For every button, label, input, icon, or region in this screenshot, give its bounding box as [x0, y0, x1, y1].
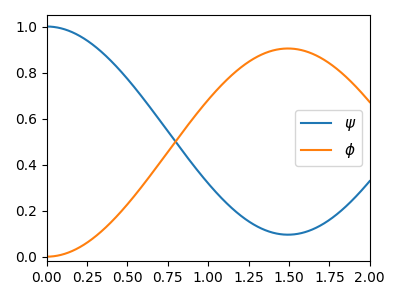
$\psi$: [358, 190, 363, 194]
Legend: $\psi$, $\phi$: $\psi$, $\phi$: [295, 110, 362, 166]
$\phi$: [193, 114, 198, 117]
$\phi$: [201, 103, 206, 107]
Line: $\phi$: $\phi$: [47, 49, 370, 257]
$\psi$: [201, 176, 206, 180]
$\phi$: [367, 100, 372, 104]
$\phi$: [299, 48, 304, 52]
$\psi$: [61, 27, 66, 31]
$\psi$: [193, 166, 198, 169]
$\psi$: [358, 190, 363, 194]
$\phi$: [358, 90, 363, 93]
$\phi$: [286, 47, 290, 50]
$\psi$: [286, 233, 290, 236]
$\phi$: [61, 253, 66, 256]
$\phi$: [44, 255, 49, 259]
Line: $\psi$: $\psi$: [47, 26, 370, 235]
$\psi$: [367, 179, 372, 183]
$\psi$: [44, 25, 49, 28]
$\psi$: [299, 231, 304, 235]
$\phi$: [358, 90, 363, 93]
